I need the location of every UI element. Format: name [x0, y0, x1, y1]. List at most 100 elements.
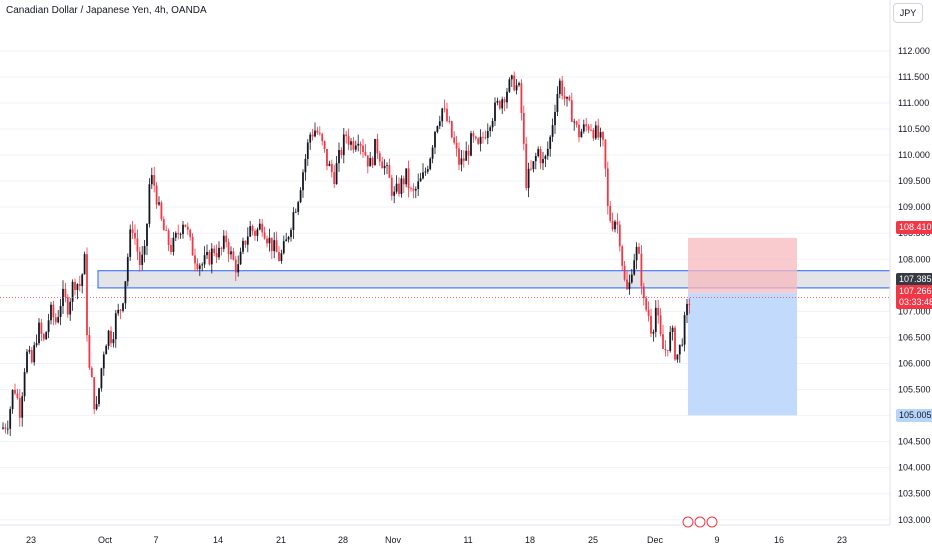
x-tick-label: 21 [276, 535, 286, 545]
y-tick-label: 104.000 [898, 463, 931, 473]
candle-body [671, 327, 674, 332]
x-tick-label: 7 [153, 535, 158, 545]
candle-body [386, 165, 388, 166]
candle-body [35, 343, 38, 346]
candle-body [522, 113, 525, 144]
candle-body [86, 254, 88, 336]
candle-body [578, 124, 580, 138]
candle-body [309, 134, 312, 143]
candle-body [532, 161, 535, 170]
candle-body [129, 229, 132, 257]
candle-body [203, 255, 206, 265]
currency-button[interactable]: JPY [893, 3, 923, 23]
candle-body [443, 108, 446, 110]
candle-body [506, 91, 508, 103]
candle-body [172, 237, 175, 252]
candle-body [210, 248, 213, 265]
candle-body [455, 142, 458, 149]
candle-body [119, 309, 122, 311]
candle-body [105, 345, 108, 355]
candle-body [592, 129, 595, 139]
candle-body [345, 134, 348, 137]
x-tick-label: 14 [213, 535, 223, 545]
candle-body [434, 131, 436, 148]
candle-body [424, 171, 427, 173]
candle-body [602, 132, 604, 140]
candle-body [674, 327, 676, 360]
candle-body [38, 322, 40, 344]
candle-body [450, 121, 453, 138]
candle-body [131, 229, 134, 233]
candle-body [366, 155, 369, 167]
target-price-tag: 105.005 [896, 409, 932, 422]
candle-body [662, 334, 664, 349]
candle-body [652, 331, 655, 334]
candle-body [323, 141, 326, 149]
candle-body [642, 286, 645, 299]
candle-body [316, 130, 319, 133]
candle-body [81, 274, 84, 286]
event-icon [694, 516, 706, 528]
candle-body [275, 240, 278, 253]
candle-body [645, 298, 648, 310]
candle-body [304, 158, 307, 173]
candle-body [333, 172, 336, 185]
candle-body [558, 80, 561, 95]
candle-body [551, 125, 554, 137]
candle-body [395, 183, 398, 192]
candle-body [482, 136, 484, 138]
candle-body [278, 252, 280, 261]
candle-body [170, 244, 172, 252]
candle-body [258, 223, 261, 230]
candle-body [666, 350, 669, 351]
candle-body [398, 183, 400, 194]
candle-body [215, 253, 218, 258]
candle-body [232, 251, 235, 260]
candle-body [254, 230, 256, 236]
candle-body [566, 96, 568, 99]
time-axis: 23 Oct 7 14 21 28 Nov 11 18 25 Dec 9 16 23 [26, 535, 847, 545]
chart-title: Canadian Dollar / Japanese Yen, 4h, OAND… [6, 5, 207, 16]
candle-body [273, 240, 276, 252]
candle-body [268, 237, 271, 244]
candle-body [542, 159, 544, 164]
candle-body [585, 124, 588, 127]
candle-body [501, 99, 504, 109]
candle-body [388, 165, 391, 178]
candle-body [42, 333, 45, 340]
candle-body [57, 317, 60, 323]
candle-body [477, 138, 480, 144]
candle-body [393, 191, 396, 196]
candle-body [270, 237, 273, 252]
candle-body [59, 306, 62, 318]
candle-body [458, 148, 460, 165]
event-icon [706, 516, 718, 528]
candle-body [537, 149, 540, 157]
candle-body [609, 205, 612, 221]
candle-body [580, 131, 583, 138]
candle-body [261, 223, 264, 233]
candle-body [513, 75, 516, 91]
candle-body [554, 111, 556, 126]
candle-body [604, 139, 607, 169]
candle-body [107, 330, 110, 346]
candle-body [669, 331, 672, 351]
candle-body [136, 238, 139, 252]
candle-body [518, 83, 520, 86]
candle-body [251, 226, 254, 231]
candle-body [146, 223, 148, 246]
candle-body [467, 150, 470, 156]
candle-body [287, 236, 290, 240]
candle-body [186, 226, 189, 230]
countdown-tag: 03:33:48 [896, 296, 932, 309]
candle-body [681, 344, 684, 346]
candle-body [635, 246, 638, 261]
candle-body [16, 393, 19, 398]
candle-body [549, 136, 552, 149]
candle-body [206, 251, 208, 256]
candle-body [546, 148, 549, 156]
y-tick-label: 106.000 [898, 358, 931, 368]
candle-body [47, 320, 50, 333]
candle-body [9, 409, 12, 429]
